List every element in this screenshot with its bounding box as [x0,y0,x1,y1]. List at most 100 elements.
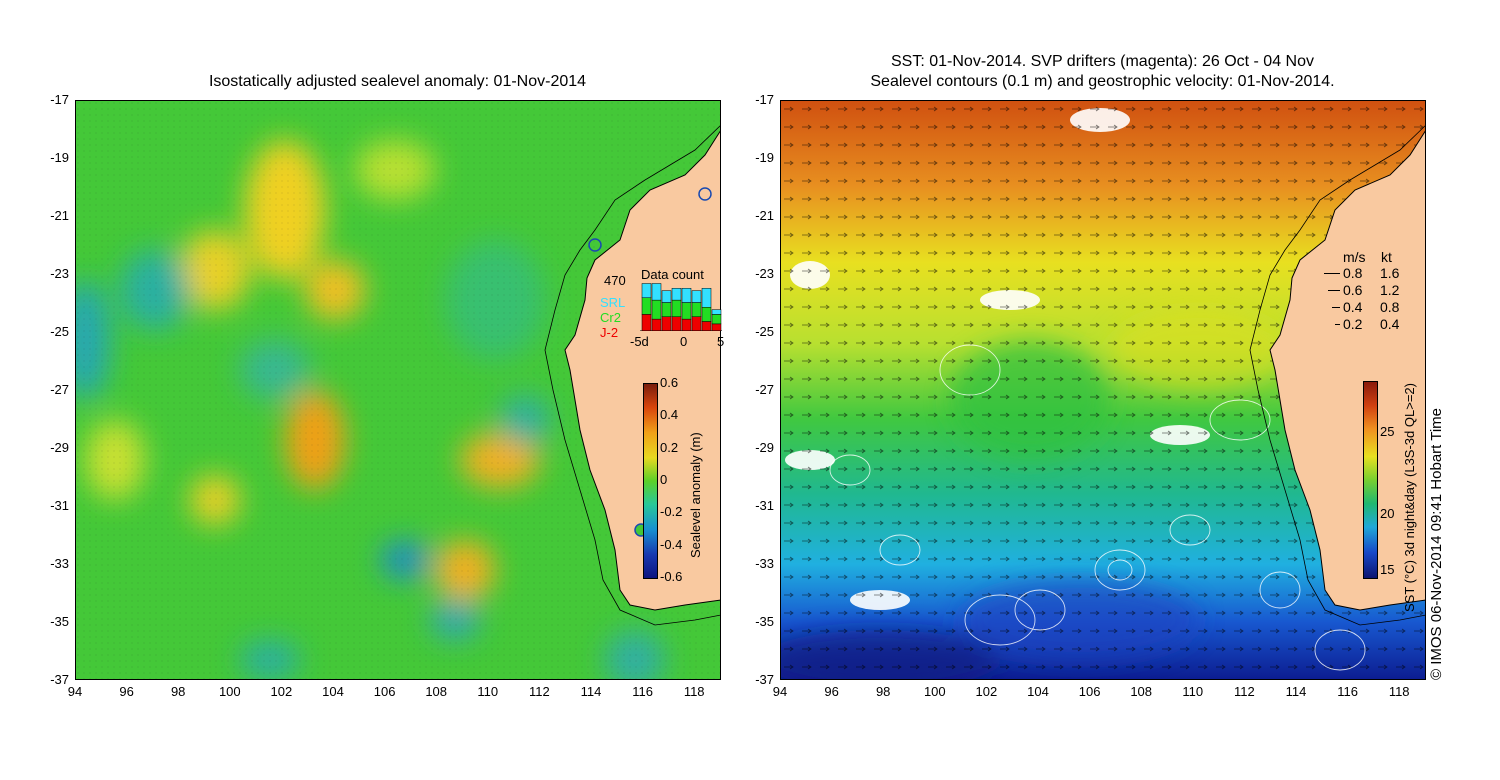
velocity-kt-value: 1.6 [1380,265,1400,281]
lon-tick-label: 110 [477,684,499,699]
lon-tick-label: 112 [529,684,550,699]
histogram-tick-5: 5 [717,334,725,349]
imos-credit: © IMOS 06-Nov-2014 09:41 Hobart Time [1428,407,1445,680]
sst-colorbar-tick: 25 [1380,424,1395,439]
lat-tick-label: -35 [755,614,774,629]
sla-colorbar-tick: -0.2 [660,504,683,520]
sla-colorbar [643,383,658,579]
histogram-bar [691,290,702,303]
histogram-tick-minus5d: -5d [630,334,649,349]
histogram-bar [661,316,672,331]
lat-tick-label: -29 [50,440,69,455]
lon-tick-label: 96 [824,684,839,699]
lon-tick-label: 98 [170,684,186,699]
velocity-arrow-icon [1335,324,1340,325]
histogram-bar [701,321,712,331]
lat-tick-label: -21 [50,208,69,223]
sla-colorbar-label: Sealevel anomaly (m) [688,432,703,558]
velocity-header-ms: m/s [1343,249,1366,265]
sla-colorbar-tick: 0.6 [660,375,679,390]
lat-tick-label: -27 [755,382,774,397]
histogram-bar [671,288,682,301]
sst-colorbar [1363,381,1378,579]
lon-tick-label: 100 [218,684,241,699]
histogram-bar [641,314,652,331]
australia-land [564,129,721,611]
shelf-contour [1249,124,1426,626]
histogram-bar [681,302,692,320]
lat-tick-label: -27 [50,382,69,397]
velocity-ms-value: 0.8 [1343,265,1363,281]
sla-colorbar-tick: 0.4 [660,407,679,423]
lon-tick-label: 108 [1130,684,1153,699]
lon-tick-label: 96 [119,684,134,699]
velocity-ms-value: 0.6 [1343,282,1363,298]
lon-tick-label: 112 [1234,684,1255,699]
histogram-bar [651,299,662,320]
lon-tick-label: 104 [322,684,344,699]
australia-land [1269,129,1426,611]
histogram-bar [681,288,692,303]
lat-tick-label: -19 [50,150,69,165]
histogram-bar [661,302,672,317]
velocity-header-kt: kt [1381,249,1392,265]
legend-srl: SRL [600,295,626,310]
lat-tick-label: -33 [50,556,69,571]
shelf-contour [544,124,721,626]
histogram-bar [701,307,712,322]
lat-tick-label: -21 [755,208,774,223]
histogram-bar [701,288,712,308]
lat-tick-label: -33 [755,556,774,571]
histogram-bar [671,316,682,331]
data-count-histogram [640,283,722,331]
histogram-bar [671,299,682,317]
histogram-bar [691,316,702,331]
lon-tick-label: 94 [772,684,788,699]
lon-tick-label: 114 [580,684,602,699]
tide-gauge-marker [588,238,602,252]
histogram-bar [651,283,662,301]
lat-tick-label: -17 [50,92,69,107]
data-count-title: Data count [641,267,704,282]
legend-j2: J-2 [600,325,619,340]
lon-tick-label: 106 [373,684,396,699]
lon-tick-label: 118 [683,684,705,699]
velocity-kt-value: 0.4 [1380,316,1400,332]
sst-map [780,100,1426,680]
lat-tick-label: -19 [755,150,774,165]
lat-tick-label: -37 [50,672,69,687]
sealevel-contours [829,344,1366,671]
sla-colorbar-tick: -0.6 [660,569,683,584]
velocity-arrow-icon [1328,290,1340,291]
velocity-ms-value: 0.2 [1343,316,1363,332]
lon-tick-label: 110 [1182,684,1204,699]
sealevel-anomaly-map [75,100,721,680]
histogram-bar [711,314,722,325]
lat-tick-label: -31 [50,498,69,513]
lat-tick-label: -23 [50,266,69,281]
right-map-title-line2: Sealevel contours (0.1 m) and geostrophi… [870,73,1335,90]
histogram-bar [711,323,722,331]
left-map-title: Isostatically adjusted sealevel anomaly:… [208,73,587,90]
lon-tick-label: 100 [923,684,946,699]
lat-tick-label: -25 [755,324,774,339]
lat-tick-label: -37 [755,672,774,687]
sst-colorbar-tick: 20 [1380,506,1395,521]
right-map-title-line1: SST: 01-Nov-2014. SVP drifters (magenta)… [891,53,1314,70]
tide-gauge-marker [698,187,712,201]
lon-tick-label: 118 [1388,684,1410,699]
lon-tick-label: 98 [875,684,891,699]
sla-colorbar-tick: 0 [660,472,668,487]
lon-tick-label: 102 [270,684,293,699]
velocity-ms-value: 0.4 [1343,299,1363,315]
sla-colorbar-tick: -0.4 [660,536,683,552]
histogram-bar [641,297,652,315]
lat-tick-label: -25 [50,324,69,339]
histogram-tick-0: 0 [680,334,688,349]
velocity-kt-value: 0.8 [1380,299,1400,315]
sst-colorbar-tick: 15 [1380,562,1395,577]
lat-tick-label: -35 [50,614,69,629]
histogram-bar [651,318,662,331]
lon-tick-label: 106 [1078,684,1101,699]
sla-colorbar-tick: 0.2 [660,439,679,455]
